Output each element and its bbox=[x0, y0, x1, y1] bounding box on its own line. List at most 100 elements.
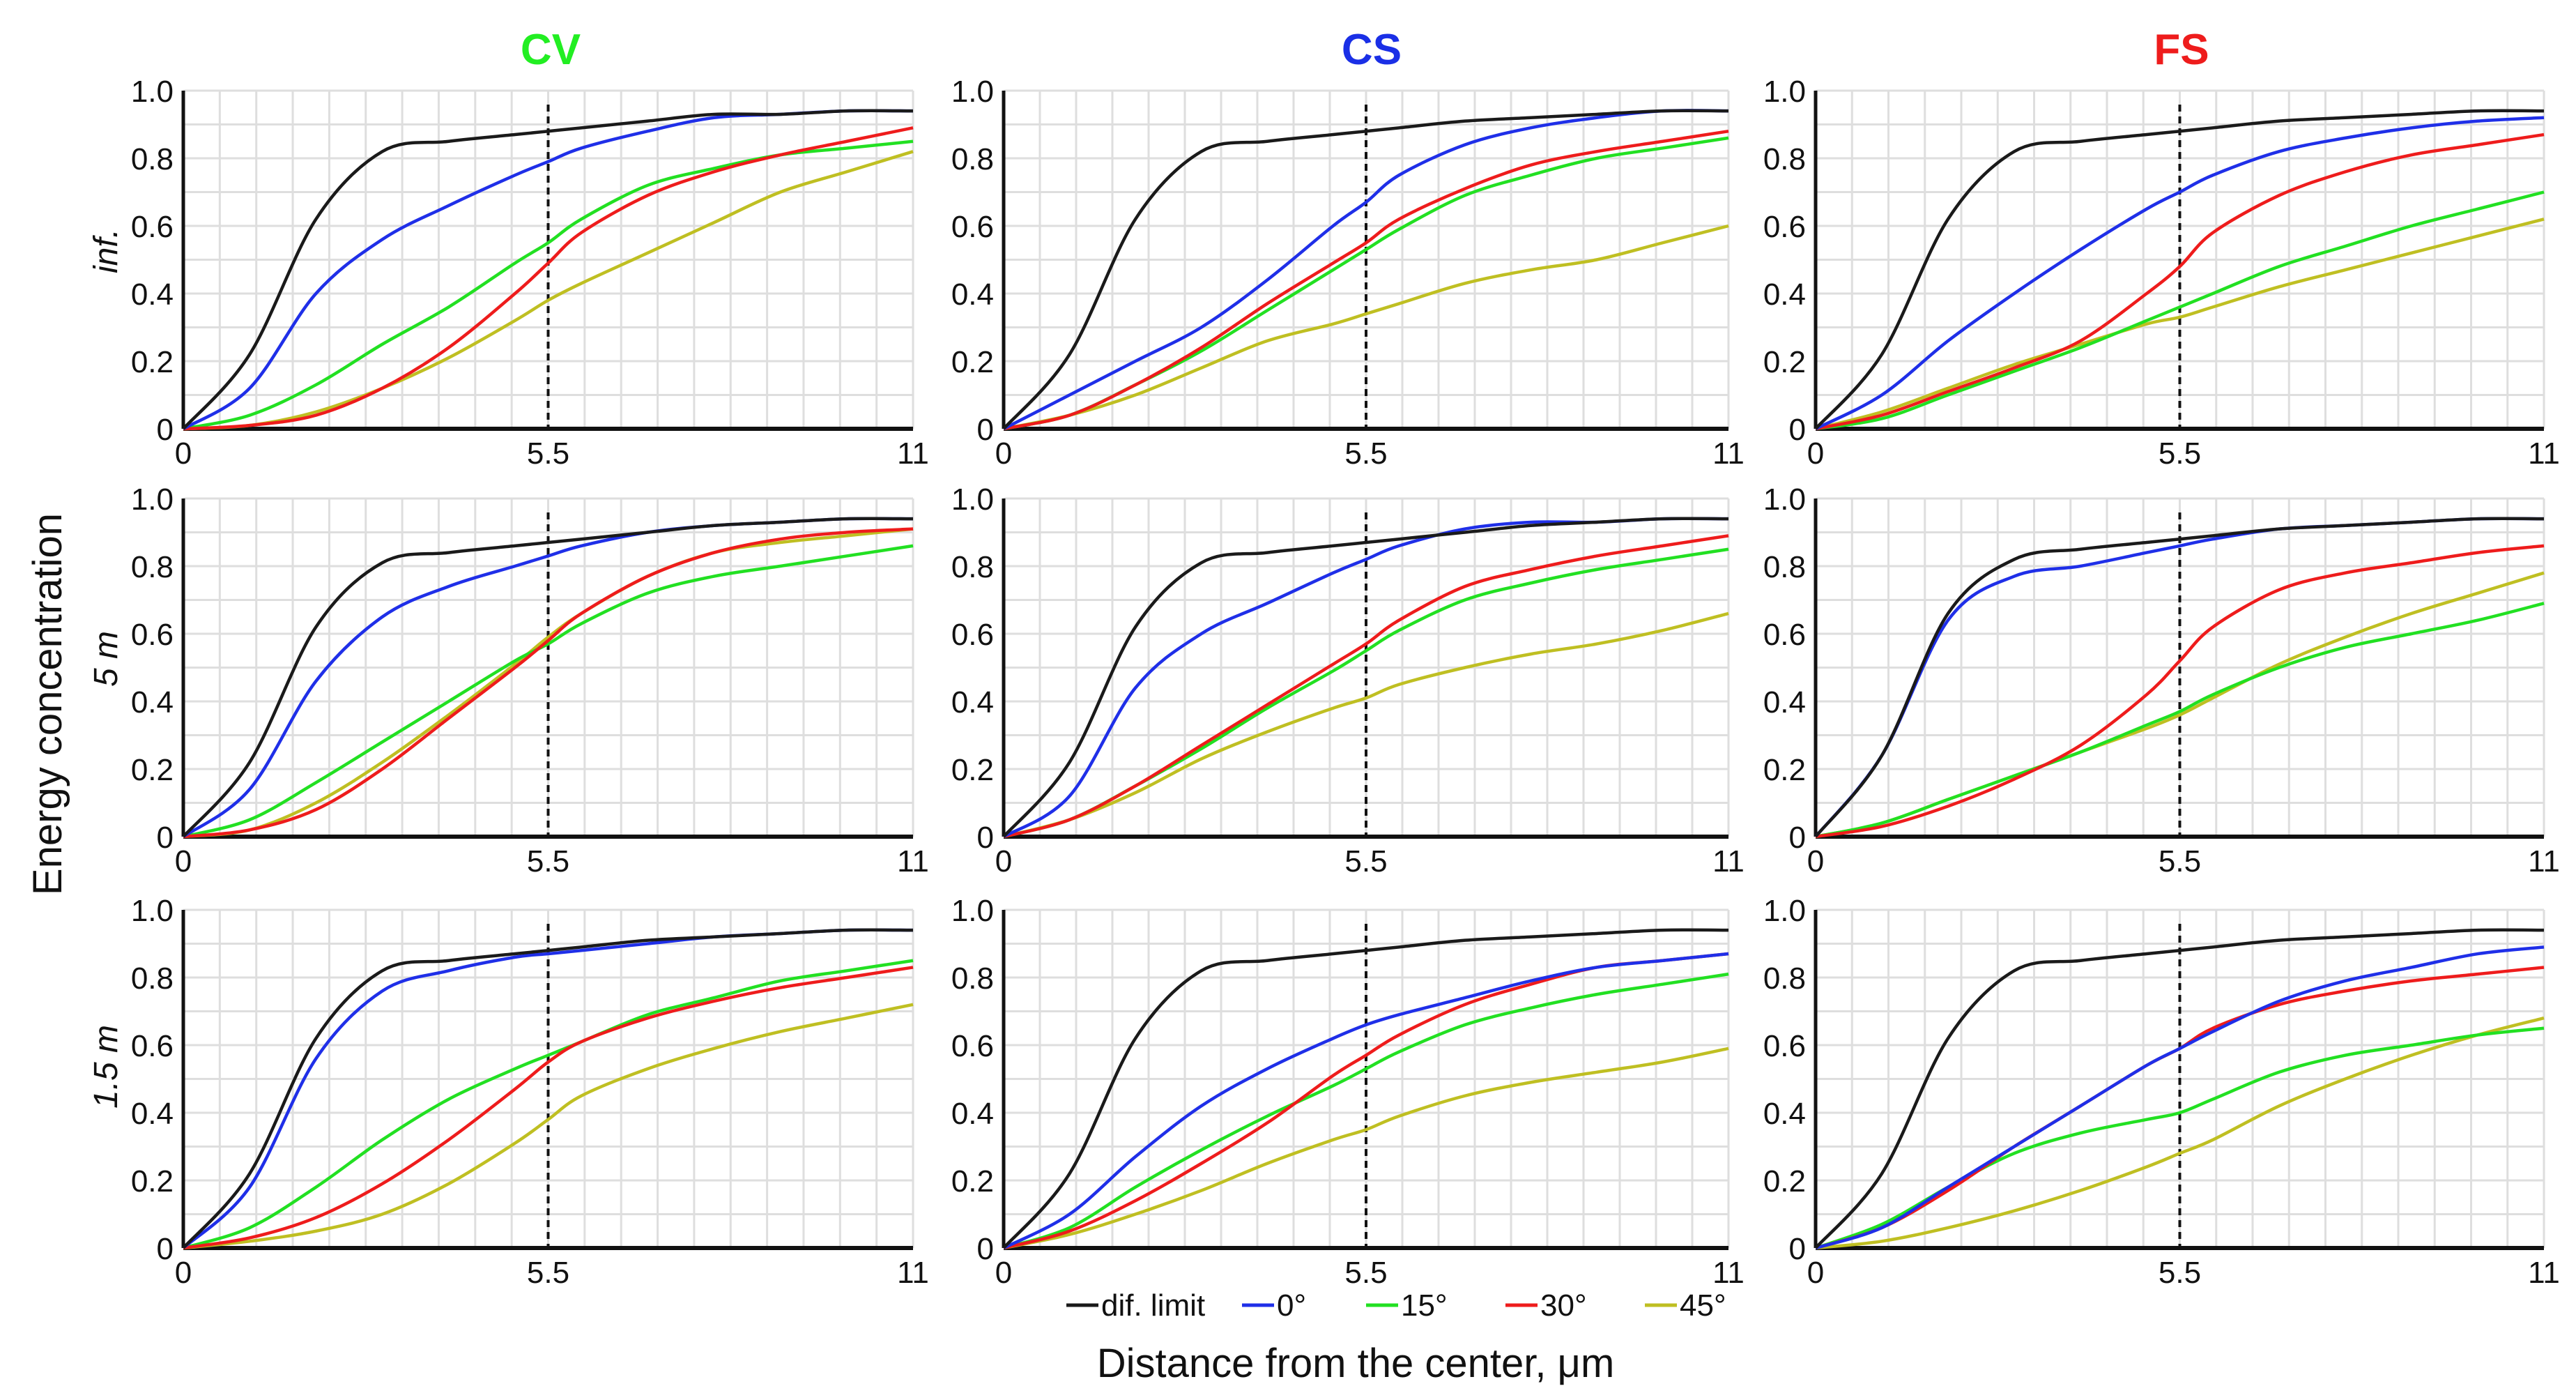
series-line-30deg bbox=[1003, 129, 1729, 431]
y-tick-label: 0.8 bbox=[951, 550, 994, 584]
y-tick-label: 1.0 bbox=[131, 894, 174, 928]
series-line-dif-limit bbox=[1002, 517, 1729, 838]
y-tick-label: 0.8 bbox=[951, 142, 994, 176]
legend-item: dif. limit bbox=[1066, 1288, 1205, 1323]
x-tick-label: 0 bbox=[175, 844, 192, 878]
panel-5-m-cs: 0 0.2 0.4 0.6 0.8 1.0 0 5.5 11 bbox=[951, 482, 1745, 878]
y-tick-label: 0.2 bbox=[951, 753, 994, 787]
y-tick-label: 0 bbox=[1789, 1232, 1806, 1266]
y-tick-label: 0.4 bbox=[1763, 685, 1806, 720]
row-labels: inf. 5 m 1.5 m bbox=[88, 229, 125, 1109]
y-tick-label: 1.0 bbox=[1763, 894, 1806, 928]
y-tick-label: 0.4 bbox=[131, 1097, 174, 1131]
y-tick-label: 0.2 bbox=[131, 753, 174, 787]
y-tick-label: 0.2 bbox=[131, 345, 174, 379]
row-label-5m: 5 m bbox=[88, 631, 125, 687]
y-tick-label: 0.2 bbox=[131, 1164, 174, 1199]
x-tick-label: 0 bbox=[1807, 1256, 1824, 1290]
y-axis-label: Energy concentration bbox=[25, 513, 70, 895]
y-tick-label: 0 bbox=[157, 1232, 174, 1266]
y-tick-label: 0.8 bbox=[131, 550, 174, 584]
series-line-30deg bbox=[1815, 132, 2545, 431]
series-line-45deg bbox=[1815, 1017, 2545, 1250]
x-tick-label: 5.5 bbox=[527, 436, 569, 471]
series-line-dif-limit bbox=[1814, 928, 2545, 1249]
y-tick-label: 0 bbox=[977, 1232, 994, 1266]
x-tick-label: 11 bbox=[2528, 844, 2560, 878]
y-tick-label: 1.0 bbox=[951, 482, 994, 517]
legend-label: 45° bbox=[1680, 1288, 1726, 1323]
x-tick-label: 0 bbox=[175, 1256, 192, 1290]
y-tick-label: 0.2 bbox=[1763, 1164, 1806, 1199]
series-line-15deg bbox=[1815, 602, 2545, 839]
column-titles: CV CS FS bbox=[521, 26, 2209, 74]
x-tick-label: 11 bbox=[1712, 844, 1745, 878]
series-line-dif-limit bbox=[182, 928, 914, 1249]
y-tick-label: 0.2 bbox=[1763, 345, 1806, 379]
series-line-15deg bbox=[183, 959, 914, 1250]
y-tick-label: 0.8 bbox=[1763, 142, 1806, 176]
series-line-15deg bbox=[1815, 190, 2545, 431]
x-tick-label: 11 bbox=[2528, 436, 2560, 471]
series-line-dif-limit bbox=[1002, 109, 1729, 430]
x-tick-label: 0 bbox=[1807, 844, 1824, 878]
panel-1-5-m-cs: 0 0.2 0.4 0.6 0.8 1.0 0 5.5 11 bbox=[951, 894, 1745, 1290]
series-line-45deg bbox=[1003, 1047, 1729, 1250]
y-tick-label: 1.0 bbox=[1763, 75, 1806, 109]
legend-item: 30° bbox=[1505, 1288, 1587, 1323]
y-tick-label: 0.2 bbox=[1763, 753, 1806, 787]
x-tick-label: 5.5 bbox=[527, 844, 569, 878]
x-tick-label: 0 bbox=[995, 436, 1012, 471]
y-tick-label: 0 bbox=[1789, 413, 1806, 447]
series-line-dif-limit bbox=[182, 109, 914, 430]
y-tick-label: 0.4 bbox=[131, 685, 174, 720]
series-line-45deg bbox=[183, 527, 914, 839]
legend-item: 15° bbox=[1366, 1288, 1448, 1323]
series-line-30deg bbox=[183, 527, 914, 839]
y-tick-label: 1.0 bbox=[131, 75, 174, 109]
y-tick-label: 0.6 bbox=[951, 1029, 994, 1063]
x-tick-label: 5.5 bbox=[1344, 1256, 1387, 1290]
legend: dif. limit 0° 15° 30° 45° bbox=[1066, 1288, 1726, 1323]
y-tick-label: 0 bbox=[157, 821, 174, 855]
y-tick-label: 0.6 bbox=[951, 618, 994, 652]
series-line-dif-limit bbox=[1814, 109, 2545, 430]
y-tick-label: 0.4 bbox=[1763, 1097, 1806, 1131]
panel-5-m-cv: 0 0.2 0.4 0.6 0.8 1.0 0 5.5 11 bbox=[131, 482, 929, 878]
x-tick-label: 5.5 bbox=[1344, 844, 1387, 878]
legend-label: 30° bbox=[1540, 1288, 1587, 1323]
x-tick-label: 11 bbox=[1712, 1256, 1745, 1290]
series-line-45deg bbox=[1815, 218, 2545, 431]
y-tick-label: 0 bbox=[977, 413, 994, 447]
y-tick-label: 1.0 bbox=[951, 75, 994, 109]
panel-5-m-fs: 0 0.2 0.4 0.6 0.8 1.0 0 5.5 11 bbox=[1763, 482, 2560, 878]
x-tick-label: 5.5 bbox=[2159, 436, 2201, 471]
x-tick-label: 5.5 bbox=[2159, 844, 2201, 878]
y-tick-label: 0 bbox=[1789, 821, 1806, 855]
series-line-0deg bbox=[1815, 945, 2545, 1250]
series-line-30deg bbox=[1815, 544, 2545, 839]
y-tick-label: 0.2 bbox=[951, 345, 994, 379]
y-tick-label: 1.0 bbox=[1763, 482, 1806, 517]
y-tick-label: 0.8 bbox=[131, 961, 174, 996]
series-line-45deg bbox=[1003, 224, 1729, 431]
x-tick-label: 5.5 bbox=[527, 1256, 569, 1290]
x-tick-label: 5.5 bbox=[1344, 436, 1387, 471]
y-tick-label: 0.8 bbox=[951, 961, 994, 996]
x-tick-label: 11 bbox=[897, 436, 929, 471]
x-tick-label: 0 bbox=[995, 844, 1012, 878]
panel-1-5-m-fs: 0 0.2 0.4 0.6 0.8 1.0 0 5.5 11 bbox=[1763, 894, 2560, 1290]
x-tick-label: 0 bbox=[995, 1256, 1012, 1290]
legend-item: 0° bbox=[1242, 1288, 1306, 1323]
panel-inf-fs: 0 0.2 0.4 0.6 0.8 1.0 0 5.5 11 bbox=[1763, 75, 2560, 471]
series-line-30deg bbox=[1003, 534, 1729, 839]
series-line-15deg bbox=[183, 544, 914, 839]
series-line-45deg bbox=[183, 1003, 914, 1250]
y-tick-label: 0.8 bbox=[131, 142, 174, 176]
panel-inf-cv: 0 0.2 0.4 0.6 0.8 1.0 0 5.5 11 bbox=[131, 75, 929, 471]
series-line-30deg bbox=[183, 966, 914, 1250]
series-line-dif-limit bbox=[1814, 517, 2545, 838]
series-line-15deg bbox=[1003, 972, 1729, 1250]
